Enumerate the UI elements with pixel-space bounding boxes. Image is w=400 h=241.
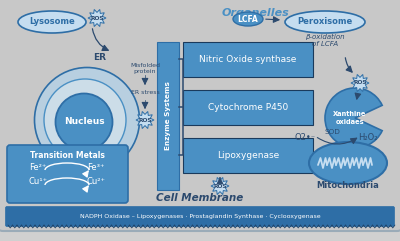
Text: Fe²⁺: Fe²⁺ [29,162,47,172]
FancyBboxPatch shape [183,90,313,125]
Ellipse shape [34,67,140,173]
Ellipse shape [56,94,112,150]
Ellipse shape [233,12,263,26]
FancyBboxPatch shape [183,42,313,77]
Polygon shape [136,111,154,128]
Text: Nucleus: Nucleus [64,118,104,127]
Wedge shape [325,88,382,148]
FancyBboxPatch shape [0,0,400,231]
Text: Misfolded
protein: Misfolded protein [130,63,160,74]
Text: ROS: ROS [353,80,367,86]
Text: Fe³⁺: Fe³⁺ [87,162,105,172]
Text: Cu¹⁺: Cu¹⁺ [28,176,48,186]
FancyBboxPatch shape [7,145,128,203]
Ellipse shape [309,142,387,184]
Ellipse shape [285,11,365,33]
Text: ROS: ROS [90,15,104,20]
Text: Cytochrome P450: Cytochrome P450 [208,102,288,112]
Text: β-oxidation
of LCFA: β-oxidation of LCFA [305,33,345,47]
FancyBboxPatch shape [6,207,394,227]
Text: ROS: ROS [213,183,227,188]
Text: LCFA: LCFA [238,14,258,24]
FancyBboxPatch shape [183,138,313,173]
Text: Lipoxygenase: Lipoxygenase [217,150,279,160]
Text: Cu²⁺: Cu²⁺ [86,176,106,186]
Text: SOD: SOD [324,129,340,135]
Text: Peroxisome: Peroxisome [297,18,353,27]
Text: ER: ER [94,53,106,61]
Text: H₂O₂: H₂O₂ [358,134,378,142]
Text: NADPH Oxidase – Lipoxygenases · Prostaglandin Synthase · Cyclooxygenase: NADPH Oxidase – Lipoxygenases · Prostagl… [80,214,320,219]
Text: Organelles: Organelles [221,8,289,18]
Text: ER stress: ER stress [131,90,159,95]
Text: O2•⁻: O2•⁻ [294,134,316,142]
Text: Enzyme Systems: Enzyme Systems [165,81,171,150]
Polygon shape [351,74,369,92]
Text: Nitric Oxide synthase: Nitric Oxide synthase [199,54,297,63]
Text: Mitochondria: Mitochondria [317,181,379,189]
Polygon shape [211,177,229,194]
Text: ROS: ROS [138,118,152,122]
Text: Lysosome: Lysosome [29,18,75,27]
Ellipse shape [18,11,86,33]
Ellipse shape [44,79,126,161]
Polygon shape [88,9,106,27]
Text: Cell Membrane: Cell Membrane [156,193,244,203]
Text: Transition Metals: Transition Metals [30,152,104,161]
Text: Xanthine
oxidaes: Xanthine oxidaes [333,112,367,125]
FancyBboxPatch shape [157,42,179,190]
